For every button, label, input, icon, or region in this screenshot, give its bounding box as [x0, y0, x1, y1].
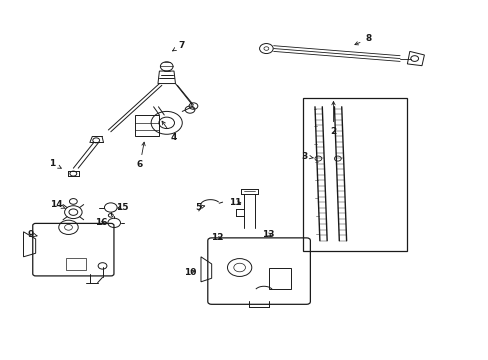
Text: 5: 5	[195, 203, 204, 212]
Text: 3: 3	[301, 152, 312, 161]
Text: 12: 12	[211, 233, 224, 242]
Text: 10: 10	[183, 268, 196, 277]
Text: 2: 2	[330, 102, 336, 136]
Bar	[302, 98, 407, 251]
Text: 7: 7	[172, 41, 184, 51]
Text: 14: 14	[50, 200, 65, 209]
Text: 4: 4	[162, 121, 177, 142]
Text: 16: 16	[95, 219, 107, 228]
Bar	[135, 115, 159, 136]
Text: 6: 6	[137, 142, 145, 169]
Text: 9: 9	[27, 230, 37, 239]
Text: 15: 15	[116, 203, 128, 212]
Text: 8: 8	[354, 35, 371, 45]
Bar	[268, 267, 290, 289]
Text: 1: 1	[49, 159, 61, 168]
Bar	[66, 258, 85, 270]
Text: 13: 13	[261, 230, 274, 239]
Text: 11: 11	[229, 198, 242, 207]
